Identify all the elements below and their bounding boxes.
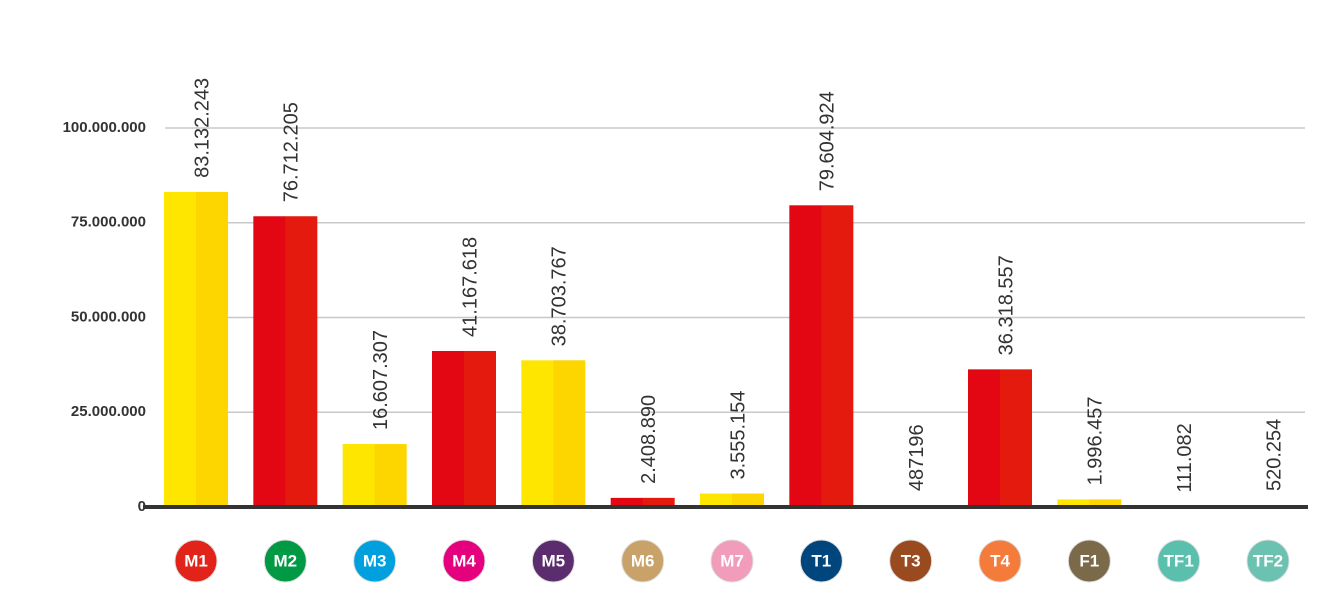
value-label: 16.607.307 bbox=[370, 330, 392, 430]
value-label: 41.167.618 bbox=[459, 237, 481, 337]
x-tick-label: T1 bbox=[811, 551, 831, 570]
value-label: 1.996.457 bbox=[1085, 396, 1107, 485]
x-tick-label: F1 bbox=[1079, 551, 1099, 570]
value-label: 83.132.243 bbox=[191, 78, 213, 178]
x-tick-label: M3 bbox=[363, 551, 387, 570]
bar-shade bbox=[732, 494, 764, 507]
x-tick-label: M6 bbox=[631, 551, 655, 570]
y-tick-label: 100.000.000 bbox=[63, 119, 146, 136]
value-label: 2.408.890 bbox=[638, 395, 660, 484]
bar-shade bbox=[285, 216, 317, 507]
value-label: 520.254 bbox=[1263, 419, 1285, 491]
bar-shade bbox=[821, 205, 853, 507]
value-label: 111.082 bbox=[1174, 423, 1196, 492]
bar-shade bbox=[375, 444, 407, 507]
value-label: 3.555.154 bbox=[727, 391, 749, 480]
x-tick-label: T3 bbox=[901, 551, 921, 570]
value-label: 38.703.767 bbox=[549, 246, 571, 346]
value-label: 79.604.924 bbox=[817, 91, 839, 191]
x-tick-label: M2 bbox=[274, 551, 298, 570]
bar-shade bbox=[196, 192, 228, 507]
x-tick-label: M1 bbox=[184, 551, 208, 570]
x-tick-label: TF1 bbox=[1164, 551, 1194, 570]
bar-shade bbox=[464, 351, 496, 507]
x-tick-label: TF2 bbox=[1253, 551, 1283, 570]
x-tick-label: T4 bbox=[990, 551, 1010, 570]
bar-shade bbox=[553, 360, 585, 507]
y-tick-label: 75.000.000 bbox=[71, 214, 146, 231]
value-label: 76.712.205 bbox=[281, 102, 303, 202]
x-tick-label: M5 bbox=[542, 551, 566, 570]
value-label: 36.318.557 bbox=[995, 255, 1017, 355]
y-tick-label: 25.000.000 bbox=[71, 403, 146, 420]
value-label: 487196 bbox=[906, 424, 928, 491]
y-tick-label: 50.000.000 bbox=[71, 308, 146, 325]
x-tick-label: M7 bbox=[720, 551, 744, 570]
x-tick-label: M4 bbox=[452, 551, 476, 570]
bar-shade bbox=[1000, 369, 1032, 507]
